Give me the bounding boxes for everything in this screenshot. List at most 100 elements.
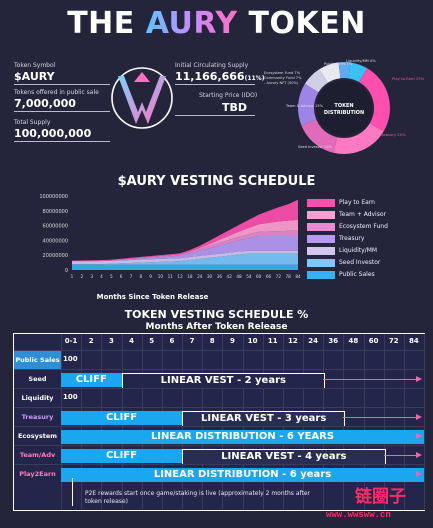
x-tick-label: 36 bbox=[217, 274, 223, 279]
symbol-label: Token Symbol bbox=[14, 62, 56, 69]
column-header: 4 bbox=[129, 337, 135, 345]
watermark-url: www.wwsww.cn bbox=[326, 510, 391, 520]
distribution-donut: TOKEN DISTRIBUTION Ecosystem Fund 7% Com… bbox=[264, 59, 425, 154]
legend-team: Team + Advisor bbox=[307, 210, 397, 220]
x-tick-label: 12 bbox=[177, 274, 183, 279]
x-tick-label: 30 bbox=[207, 274, 213, 279]
x-tick-label: 54 bbox=[246, 274, 252, 279]
x-tick-label: 5 bbox=[110, 274, 113, 279]
divider bbox=[175, 84, 255, 85]
arrow-head-icon bbox=[416, 414, 422, 420]
arrow-head-icon bbox=[416, 471, 422, 477]
column-header: 3 bbox=[108, 337, 114, 345]
x-tick-label: 11 bbox=[168, 274, 174, 279]
vesting-chart-title: $AURY VESTING SCHEDULE bbox=[117, 174, 316, 189]
legend-liquidity: Liquidity/MM bbox=[307, 246, 397, 256]
x-tick-label: 4 bbox=[100, 274, 103, 279]
x-tick-label: 42 bbox=[227, 274, 233, 279]
x-tick-label: 48 bbox=[236, 274, 242, 279]
schedule-row: Play2Earn LINEAR DISTRIBUTION - 6 years bbox=[14, 464, 424, 484]
row-label: Team/Adv bbox=[14, 446, 61, 465]
donut-label: Team & Advisor 15% bbox=[285, 104, 324, 108]
column-header: 7 bbox=[189, 337, 195, 345]
donut-label: Liquidity/MM 4% bbox=[346, 59, 376, 63]
footnote: P2E rewards start once game/staking is l… bbox=[85, 490, 311, 505]
public-sale-label: Tokens offered in public sale bbox=[14, 89, 99, 96]
area-series-treasury bbox=[72, 236, 298, 262]
donut-label: Seed Investor 15% bbox=[298, 145, 332, 149]
arrow-head-icon bbox=[416, 433, 422, 439]
donut-label: Community Fund 7% bbox=[264, 76, 302, 80]
price-label: Starting Price (IDO) bbox=[199, 92, 258, 99]
supply-value: 100,000,000 bbox=[14, 127, 92, 140]
column-header: 9 bbox=[229, 337, 235, 345]
schedule-subtitle: Months After Token Release bbox=[145, 322, 288, 332]
row-label: Liquidity bbox=[14, 389, 61, 408]
price-value: TBD bbox=[222, 101, 248, 114]
vest-bar: LINEAR VEST - 3 years bbox=[182, 410, 346, 427]
public-sale-value: 7,000,000 bbox=[14, 97, 76, 110]
schedule-row: Team/Adv CLIFF LINEAR VEST - 4 years bbox=[14, 445, 424, 465]
vest-bar: LINEAR DISTRIBUTION - 6 years bbox=[61, 467, 424, 482]
column-header: 60 bbox=[368, 337, 379, 345]
schedule-title: TOKEN VESTING SCHEDULE % bbox=[124, 308, 309, 321]
column-header: 72 bbox=[388, 337, 399, 345]
x-tick-label: 3 bbox=[90, 274, 93, 279]
circ-value: 11,166,666(11%) bbox=[175, 70, 265, 83]
row-label: Play2Earn bbox=[14, 465, 61, 484]
y-tick-label: 100000000 bbox=[39, 194, 68, 200]
cliff-bar: CLIFF bbox=[61, 448, 182, 463]
column-header: 2 bbox=[88, 337, 94, 345]
column-header: 48 bbox=[348, 337, 359, 345]
legend-treasury: Treasury bbox=[307, 234, 397, 244]
area-series-ecosystem-fund bbox=[72, 230, 298, 262]
legend-public: Public Sales bbox=[307, 270, 397, 280]
x-tick-label: 1 bbox=[71, 274, 74, 279]
y-tick-label: 40000000 bbox=[43, 238, 68, 244]
area-series-team-advisor bbox=[72, 219, 298, 261]
column-header: 6 bbox=[169, 337, 175, 345]
cliff-bar: CLIFF bbox=[61, 410, 182, 425]
legend-eco: Ecosystem Fund bbox=[307, 222, 397, 232]
schedule-header: 0-1 2 3 4 5 6 7 8 9 10 11 12 24 36 48 60 72 84 bbox=[14, 334, 424, 348]
column-header: 84 bbox=[409, 337, 419, 345]
column-header: 12 bbox=[288, 337, 298, 345]
column-header: 11 bbox=[267, 337, 278, 345]
divider bbox=[14, 84, 110, 85]
legend-seed: Seed Investor bbox=[307, 258, 397, 268]
grid-line bbox=[383, 334, 385, 510]
legend-play: Play to Earn bbox=[307, 198, 397, 208]
arrow-line bbox=[323, 379, 418, 380]
grid-line bbox=[403, 334, 405, 510]
chart-x-label: Months Since Token Release bbox=[96, 293, 209, 301]
schedule-row: Liquidity 100 bbox=[14, 388, 424, 408]
divider bbox=[14, 141, 110, 142]
x-tick-label: 66 bbox=[266, 274, 272, 279]
donut-center-1: TOKEN bbox=[334, 103, 353, 109]
row-label: Public Sales bbox=[14, 351, 61, 370]
page-title: THE AURY TOKEN bbox=[67, 6, 366, 41]
arrow-line bbox=[343, 417, 418, 418]
y-tick-label: 20000000 bbox=[43, 253, 68, 259]
x-tick-label: 10 bbox=[158, 274, 164, 279]
vesting-area-chart: 100000000 80000000 60000000 40000000 2000000… bbox=[39, 194, 301, 279]
x-tick-label: 78 bbox=[286, 274, 292, 279]
row-label: Treasury bbox=[14, 408, 61, 427]
schedule-row: Ecosystem LINEAR DISTRIBUTION - 6 YEARS bbox=[14, 426, 424, 446]
donut-label: Treasury 20% bbox=[379, 132, 406, 137]
y-tick-label: 60000000 bbox=[43, 224, 68, 230]
column-header: 36 bbox=[328, 337, 339, 345]
aury-logo-icon bbox=[111, 67, 173, 129]
column-header: 10 bbox=[247, 337, 258, 345]
schedule-row: Treasury CLIFF LINEAR VEST - 3 years bbox=[14, 407, 424, 427]
donut-label: Play to Earn 25% bbox=[392, 76, 425, 81]
schedule-row: Seed CLIFF LINEAR VEST - 2 years bbox=[14, 369, 424, 389]
supply-label: Total Supply bbox=[14, 119, 51, 126]
symbol-value: $AURY bbox=[14, 70, 55, 83]
x-tick-label: 18 bbox=[187, 274, 193, 279]
watermark-cn: 链圈子 bbox=[355, 487, 406, 507]
donut-center-2: DISTRIBUTION bbox=[324, 110, 364, 116]
donut-label: Public Sales 7% bbox=[324, 62, 353, 66]
divider bbox=[175, 115, 255, 116]
arrow-line bbox=[383, 455, 418, 456]
